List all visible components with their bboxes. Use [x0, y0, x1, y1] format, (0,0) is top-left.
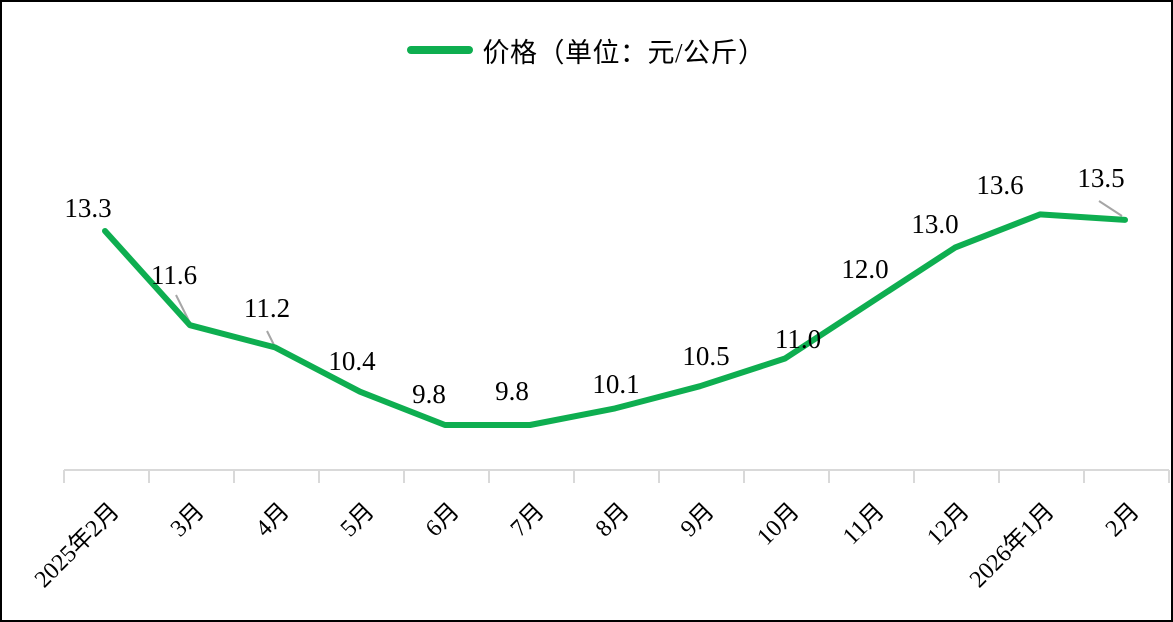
data-label: 10.1	[592, 369, 640, 399]
data-label: 12.0	[841, 254, 889, 284]
label-leader-lines	[175, 200, 1123, 348]
data-label: 13.5	[1077, 163, 1125, 193]
data-label: 13.3	[64, 193, 112, 223]
data-label: 11.2	[243, 293, 291, 323]
x-axis-ticks	[63, 470, 1170, 483]
legend-line-swatch	[407, 46, 474, 54]
data-label: 10.4	[328, 346, 376, 376]
legend-label: 价格（单位：元/公斤）	[482, 37, 766, 68]
price-line-series	[102, 211, 1128, 428]
legend: 价格（单位：元/公斤）	[2, 30, 1171, 70]
data-label: 9.8	[412, 379, 446, 409]
data-label: 11.6	[150, 260, 198, 290]
data-label: 13.0	[911, 209, 959, 239]
data-label: 11.0	[774, 324, 822, 354]
label-leader-line	[1098, 200, 1123, 217]
data-label: 13.6	[976, 170, 1024, 200]
data-label: 9.8	[495, 376, 529, 406]
data-label: 10.5	[682, 341, 730, 371]
